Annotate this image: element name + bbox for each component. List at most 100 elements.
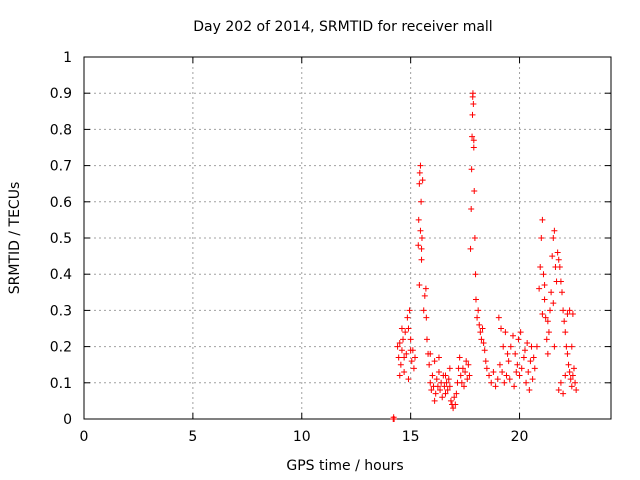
data-point	[397, 361, 404, 368]
data-point	[443, 379, 450, 386]
y-tick-label: 0	[63, 412, 72, 428]
data-point	[470, 144, 477, 151]
data-point	[421, 292, 428, 299]
data-point	[560, 390, 567, 397]
data-point	[474, 314, 481, 321]
data-point	[568, 383, 575, 390]
data-point	[512, 350, 519, 357]
data-point	[468, 206, 475, 213]
data-point	[458, 379, 465, 386]
data-point	[560, 307, 567, 314]
data-point	[569, 311, 576, 318]
data-point	[432, 390, 439, 397]
data-point	[544, 350, 551, 357]
data-point	[419, 177, 426, 184]
data-point	[539, 216, 546, 223]
data-point	[466, 372, 473, 379]
y-tick-label: 0.6	[50, 195, 72, 211]
data-point	[426, 361, 433, 368]
data-point	[507, 343, 514, 350]
data-point	[439, 394, 446, 401]
data-point	[418, 245, 425, 252]
data-point	[416, 169, 423, 176]
data-point	[541, 282, 548, 289]
data-point	[503, 372, 510, 379]
data-point	[555, 256, 562, 263]
data-point	[530, 354, 537, 361]
data-point	[441, 383, 448, 390]
data-point	[479, 325, 486, 332]
data-point	[415, 216, 422, 223]
data-point	[564, 350, 571, 357]
data-point	[517, 329, 524, 336]
data-point	[468, 166, 475, 173]
data-point	[566, 368, 573, 375]
data-point	[483, 365, 490, 372]
data-point	[561, 318, 568, 325]
data-point	[391, 416, 398, 422]
data-point	[406, 307, 413, 314]
y-tick-label: 0.7	[50, 159, 72, 175]
data-point	[446, 383, 453, 390]
data-point	[423, 336, 430, 343]
data-point	[520, 354, 527, 361]
data-point	[437, 387, 444, 394]
data-point	[408, 358, 415, 365]
data-point	[495, 314, 502, 321]
data-point	[400, 336, 407, 343]
x-tick-label: 5	[188, 429, 197, 445]
y-tick-label: 0.1	[50, 376, 72, 392]
data-point	[398, 325, 405, 332]
data-point	[401, 368, 408, 375]
data-point	[415, 242, 422, 249]
data-point	[475, 307, 482, 314]
data-point	[486, 372, 493, 379]
data-point	[544, 318, 551, 325]
data-point	[470, 137, 477, 144]
data-point	[470, 101, 477, 108]
data-point	[472, 271, 479, 278]
data-point	[469, 133, 476, 140]
data-point	[412, 354, 419, 361]
data-point	[542, 314, 549, 321]
data-point	[417, 227, 424, 234]
data-point	[410, 365, 417, 372]
y-tick-label: 0.9	[50, 86, 72, 102]
data-point	[480, 339, 487, 346]
data-point	[505, 358, 512, 365]
data-point	[438, 379, 445, 386]
data-point	[396, 372, 403, 379]
data-point	[569, 372, 576, 379]
data-point	[463, 358, 470, 365]
data-point	[513, 368, 520, 375]
data-point	[452, 401, 459, 408]
data-point	[395, 354, 402, 361]
axis-ticks	[83, 56, 611, 420]
data-point	[416, 180, 423, 187]
data-point	[492, 383, 499, 390]
data-point	[568, 343, 575, 350]
data-point	[446, 365, 453, 372]
data-point	[407, 347, 414, 354]
data-point	[540, 271, 547, 278]
data-point	[529, 376, 536, 383]
data-point	[404, 314, 411, 321]
x-tick-labels: 0 5 10 15 20	[80, 429, 529, 445]
data-point	[456, 354, 463, 361]
data-point	[506, 376, 513, 383]
data-point	[401, 354, 408, 361]
data-point	[477, 329, 484, 336]
data-point	[570, 365, 577, 372]
data-point	[490, 368, 497, 375]
data-point	[431, 358, 438, 365]
data-point	[417, 162, 424, 169]
data-point	[537, 263, 544, 270]
data-point	[501, 379, 508, 386]
data-point	[427, 350, 434, 357]
grid	[84, 57, 611, 419]
data-point	[562, 372, 569, 379]
data-point	[563, 343, 570, 350]
data-point	[531, 365, 538, 372]
data-point	[465, 361, 472, 368]
data-point	[472, 296, 479, 303]
